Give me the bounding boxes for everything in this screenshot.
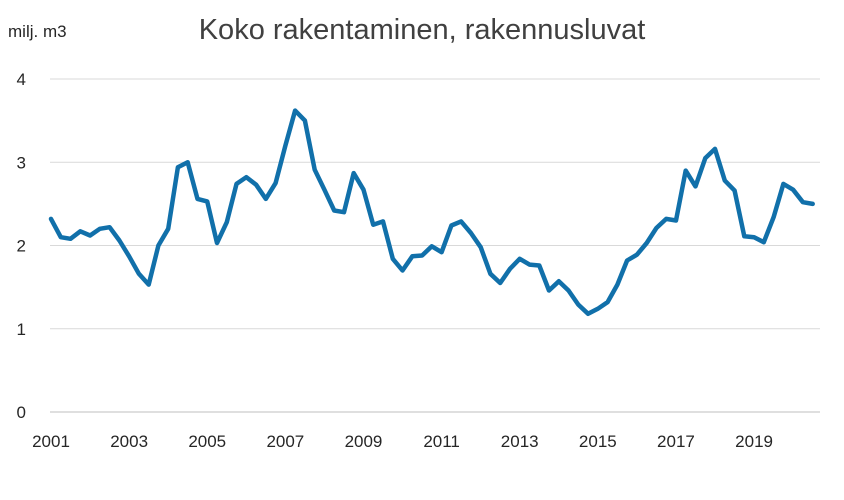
- x-tick-label: 2001: [32, 432, 70, 451]
- y-axis-unit-label: milj. m3: [8, 22, 67, 41]
- x-tick-label: 2007: [266, 432, 304, 451]
- x-tick-label: 2017: [657, 432, 695, 451]
- x-tick-label: 2009: [345, 432, 383, 451]
- x-tick-label: 2011: [423, 432, 460, 451]
- y-tick-label: 2: [17, 237, 26, 256]
- y-tick-label: 3: [17, 153, 26, 172]
- y-tick-label: 4: [17, 70, 26, 89]
- y-tick-label: 0: [17, 403, 26, 422]
- chart-title: Koko rakentaminen, rakennusluvat: [198, 14, 646, 46]
- x-tick-label: 2003: [110, 432, 148, 451]
- x-tick-label: 2019: [735, 432, 773, 451]
- x-tick-label: 2015: [579, 432, 617, 451]
- x-tick-label: 2005: [188, 432, 226, 451]
- series-line: [48, 108, 815, 317]
- x-tick-label: 2013: [501, 432, 539, 451]
- y-tick-label: 1: [17, 320, 26, 339]
